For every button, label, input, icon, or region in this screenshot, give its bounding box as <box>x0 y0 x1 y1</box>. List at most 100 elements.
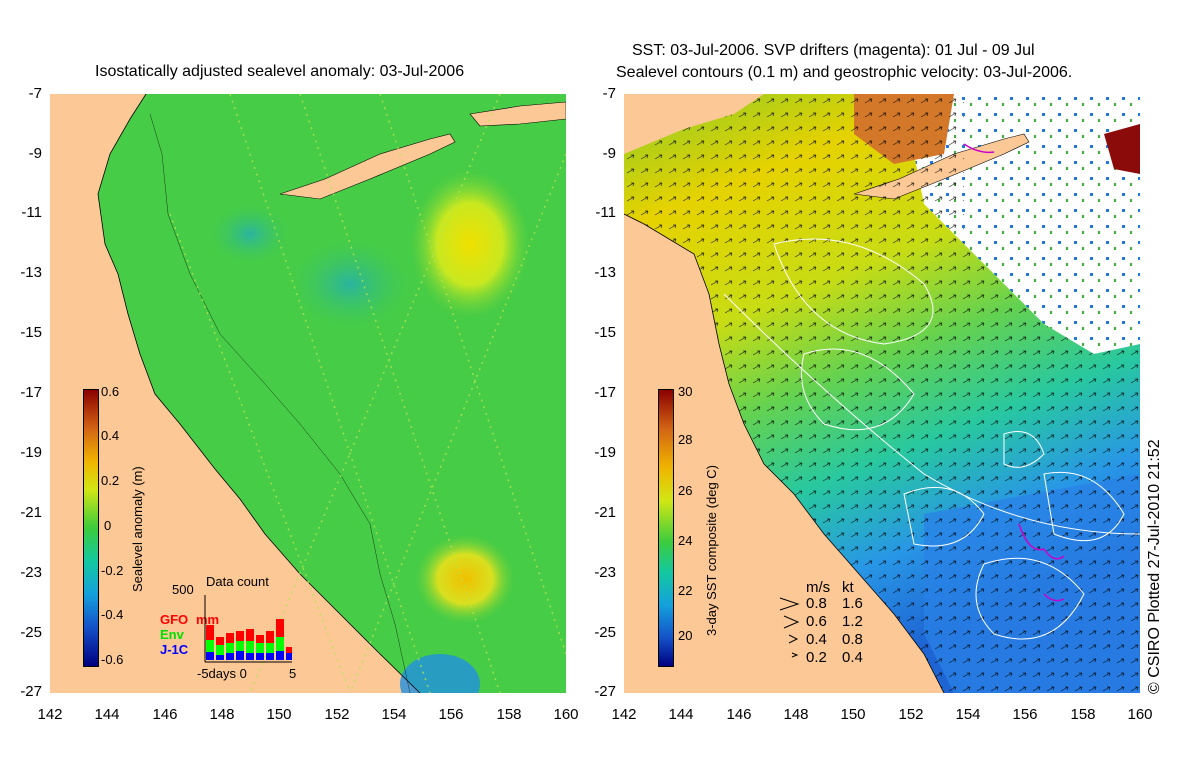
solomon-islands <box>469 101 566 127</box>
left-cbar-tick-2: 0.2 <box>101 473 120 488</box>
velocity-row-2-ms: 0.4 <box>806 631 827 648</box>
left-x-tick: 144 <box>94 706 120 723</box>
right-y-tick: -17 <box>594 384 616 401</box>
low-anomaly-1 <box>210 204 290 264</box>
left-y-tick: -9 <box>28 145 42 162</box>
left-y-tick: -11 <box>21 204 42 221</box>
right-panel-title-line1: SST: 03-Jul-2006. SVP drifters (magenta)… <box>632 42 1035 59</box>
legend-env: Env <box>160 627 184 642</box>
high-anomaly-ne <box>410 169 530 319</box>
right-x-tick: 142 <box>611 706 637 723</box>
satellite-tracks <box>169 94 566 693</box>
right-y-tick: -27 <box>594 683 616 700</box>
right-panel-title-line2: Sealevel contours (0.1 m) and geostrophi… <box>616 64 1073 81</box>
right-y-tick: -21 <box>594 504 616 521</box>
right-x-tick: 160 <box>1127 706 1153 723</box>
right-y-tick: -11 <box>595 204 616 221</box>
right-cbar-tick-1: 28 <box>678 432 693 447</box>
left-x-tick: 160 <box>553 706 579 723</box>
left-y-tick: -7 <box>28 85 42 102</box>
right-y-tick: -13 <box>594 264 616 281</box>
left-x-tick: 150 <box>266 706 292 723</box>
right-y-tick: -9 <box>602 145 616 162</box>
right-x-tick: 154 <box>955 706 981 723</box>
right-x-tick: 146 <box>726 706 752 723</box>
data-count-bars <box>206 619 292 660</box>
right-x-tick: 152 <box>898 706 924 723</box>
high-anomaly-se <box>415 534 515 624</box>
right-x-tick: 156 <box>1012 706 1038 723</box>
right-cbar-tick-4: 22 <box>678 583 693 598</box>
left-cbar-tick-5: -0.4 <box>101 607 124 622</box>
left-cbar-tick-1: 0.4 <box>101 428 120 443</box>
data-count-x-end: 5 <box>289 666 297 681</box>
left-y-tick: -21 <box>20 504 42 521</box>
velocity-legend-ms-header: m/s <box>806 579 831 596</box>
left-colorbar <box>83 389 99 667</box>
left-x-tick: 158 <box>496 706 522 723</box>
velocity-row-2-kt: 0.8 <box>842 631 863 648</box>
credit-text: © CSIRO Plotted 27-Jul-2010 21:52 <box>1146 439 1163 694</box>
left-cbar-tick-3: 0 <box>104 518 112 533</box>
data-count-x-label: -5days 0 <box>197 666 247 681</box>
left-cbar-tick-4: -0.2 <box>101 563 124 578</box>
left-x-tick: 156 <box>438 706 464 723</box>
velocity-row-0-kt: 1.6 <box>842 595 863 612</box>
left-y-tick: -15 <box>20 324 42 341</box>
sealevel-contours <box>723 238 1140 640</box>
velocity-legend-arrows <box>779 597 800 658</box>
velocity-arrows <box>624 94 1140 693</box>
left-x-tick: 152 <box>324 706 350 723</box>
right-y-tick: -7 <box>602 85 616 102</box>
data-count-chart <box>204 595 292 663</box>
hot-patch-ne <box>1104 124 1140 174</box>
velocity-row-0-ms: 0.8 <box>806 595 827 612</box>
left-y-tick: -25 <box>20 624 42 641</box>
right-cbar-tick-0: 30 <box>678 384 693 399</box>
velocity-row-3-kt: 0.4 <box>842 649 863 666</box>
right-y-tick: -23 <box>594 564 616 581</box>
left-y-tick: -23 <box>20 564 42 581</box>
right-y-tick: -19 <box>594 444 616 461</box>
velocity-row-3-ms: 0.2 <box>806 649 827 666</box>
right-cbar-tick-2: 26 <box>678 483 693 498</box>
left-x-tick: 154 <box>381 706 407 723</box>
legend-mm: mm <box>196 612 220 627</box>
right-x-tick: 150 <box>840 706 866 723</box>
left-map-svg <box>50 94 566 693</box>
left-y-tick: -17 <box>20 384 42 401</box>
right-cbar-tick-3: 24 <box>678 533 693 548</box>
left-map <box>50 94 566 693</box>
coastline-right <box>624 213 945 693</box>
left-y-tick: -27 <box>20 683 42 700</box>
coastline <box>97 94 421 693</box>
legend-gfo: GFO <box>160 612 189 627</box>
low-anomaly-3 <box>400 654 480 693</box>
right-y-tick: -15 <box>594 324 616 341</box>
data-count-max: 500 <box>172 582 194 597</box>
left-x-tick: 146 <box>152 706 178 723</box>
right-x-tick: 148 <box>783 706 809 723</box>
data-count-title: Data count <box>206 574 269 589</box>
left-cbar-tick-0: 0.6 <box>101 384 120 399</box>
drifter-tracks <box>963 143 1065 602</box>
velocity-row-1-ms: 0.6 <box>806 613 827 630</box>
left-y-tick: -13 <box>20 264 42 281</box>
left-cbar-tick-6: -0.6 <box>101 652 124 667</box>
right-y-tick: -25 <box>594 624 616 641</box>
velocity-legend-kt-header: kt <box>842 579 854 596</box>
left-y-tick: -19 <box>20 444 42 461</box>
left-colorbar-label: Sealevel anomaly (m) <box>130 466 145 592</box>
reef-contour <box>149 113 411 693</box>
low-anomaly-2 <box>290 239 410 329</box>
right-cbar-tick-5: 20 <box>678 628 693 643</box>
right-x-tick: 158 <box>1070 706 1096 723</box>
velocity-row-1-kt: 1.2 <box>842 613 863 630</box>
right-x-tick: 144 <box>668 706 694 723</box>
legend-j1c: J-1C <box>160 642 189 657</box>
left-panel-title: Isostatically adjusted sealevel anomaly:… <box>95 63 465 80</box>
right-map <box>624 94 1140 693</box>
right-map-svg <box>624 94 1140 693</box>
right-colorbar <box>658 389 674 667</box>
